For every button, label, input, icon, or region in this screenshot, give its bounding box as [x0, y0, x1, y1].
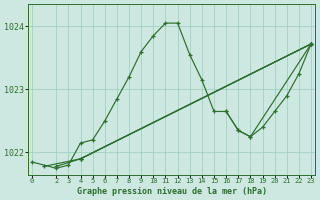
X-axis label: Graphe pression niveau de la mer (hPa): Graphe pression niveau de la mer (hPa): [76, 187, 267, 196]
